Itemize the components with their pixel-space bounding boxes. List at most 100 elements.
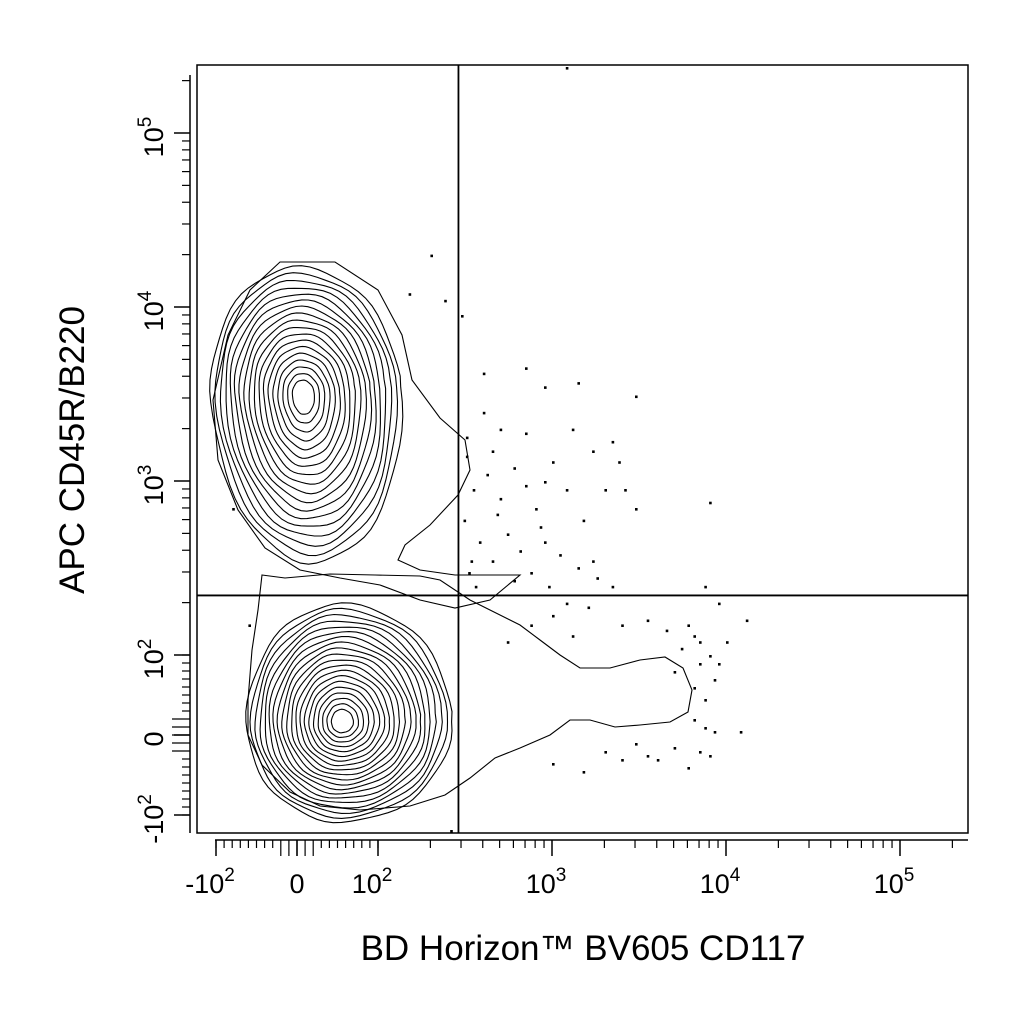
x-tick-label: 104 bbox=[700, 865, 741, 899]
contour-line bbox=[247, 573, 693, 811]
event-dot bbox=[592, 560, 595, 563]
event-dot bbox=[582, 519, 586, 523]
event-dot bbox=[709, 655, 712, 658]
event-dot bbox=[544, 541, 547, 544]
event-dot bbox=[635, 508, 638, 511]
event-dot bbox=[693, 719, 696, 722]
event-dot bbox=[530, 624, 533, 627]
contour-line bbox=[303, 675, 386, 762]
contour-line bbox=[238, 305, 373, 512]
contour-line bbox=[287, 373, 320, 424]
event-dot bbox=[450, 830, 453, 833]
contour-line bbox=[330, 708, 354, 734]
event-dot bbox=[513, 467, 516, 470]
event-dot bbox=[565, 602, 569, 606]
contour-line bbox=[295, 664, 395, 771]
contour-lines bbox=[209, 261, 693, 824]
event-dot bbox=[491, 450, 495, 453]
event-dot bbox=[506, 533, 510, 536]
event-dot bbox=[713, 731, 717, 734]
event-dot bbox=[680, 647, 684, 651]
x-tick-label: 103 bbox=[526, 865, 567, 899]
event-dot bbox=[646, 619, 650, 623]
event-dot bbox=[525, 432, 528, 436]
event-dot bbox=[491, 560, 495, 563]
event-dot bbox=[248, 624, 251, 627]
event-dot bbox=[535, 508, 538, 511]
x-tick-label: 105 bbox=[874, 865, 915, 899]
event-dot bbox=[513, 579, 516, 583]
y-tick-label: 103 bbox=[135, 465, 169, 506]
event-dot bbox=[656, 759, 660, 762]
event-dot bbox=[665, 629, 669, 633]
event-dot bbox=[470, 560, 474, 563]
contour-line bbox=[277, 359, 331, 442]
event-dot bbox=[718, 663, 721, 666]
contour-line bbox=[254, 613, 443, 814]
contour-line bbox=[219, 279, 393, 547]
event-dot bbox=[232, 508, 235, 511]
contour-line bbox=[281, 647, 412, 786]
event-dot bbox=[461, 315, 464, 318]
y-tick-label: 102 bbox=[135, 639, 169, 680]
event-dot bbox=[552, 763, 555, 766]
contour-line bbox=[243, 312, 367, 504]
y-axis-title: APC CD45R/B220 bbox=[53, 306, 92, 594]
event-dot bbox=[506, 641, 510, 644]
plot-frame bbox=[196, 64, 969, 834]
contour-line bbox=[267, 345, 341, 459]
contour-line bbox=[282, 366, 326, 433]
event-dot bbox=[635, 743, 638, 746]
event-dot bbox=[565, 67, 569, 70]
event-dot bbox=[582, 771, 586, 774]
event-dot bbox=[592, 450, 595, 453]
event-dot bbox=[525, 484, 528, 488]
contour-line bbox=[272, 636, 422, 795]
contour-line bbox=[312, 686, 375, 753]
y-axis: -102 0 102 103 104 105 bbox=[135, 75, 191, 844]
event-dot bbox=[468, 572, 471, 575]
x-axis: -102 0 102 103 104 105 bbox=[185, 839, 968, 899]
contour-line bbox=[248, 319, 362, 495]
event-dot bbox=[704, 727, 707, 730]
event-dot bbox=[552, 614, 555, 618]
event-dot bbox=[687, 767, 690, 770]
event-dot bbox=[430, 254, 433, 258]
y-tick-label: -102 bbox=[135, 794, 169, 844]
event-dots bbox=[232, 67, 749, 833]
event-dot bbox=[718, 602, 721, 606]
event-dot bbox=[704, 585, 707, 589]
contour-line bbox=[233, 299, 377, 520]
event-dot bbox=[726, 641, 729, 644]
y-tick-label: 104 bbox=[135, 290, 169, 331]
event-dot bbox=[673, 747, 677, 750]
quadrant-gate bbox=[197, 65, 968, 833]
event-dot bbox=[571, 635, 575, 638]
contour-line bbox=[291, 379, 315, 415]
event-dot bbox=[704, 699, 707, 702]
event-dot bbox=[687, 624, 690, 627]
event-dot bbox=[465, 455, 469, 459]
event-dot bbox=[530, 572, 533, 575]
event-dot bbox=[596, 577, 599, 580]
event-dot bbox=[539, 526, 543, 529]
event-dot bbox=[604, 751, 607, 754]
event-dot bbox=[565, 489, 569, 492]
contour-line bbox=[258, 333, 351, 476]
event-dot bbox=[699, 751, 702, 754]
event-dot bbox=[552, 461, 555, 464]
contour-line bbox=[291, 659, 401, 776]
event-dot bbox=[571, 428, 575, 432]
event-dot bbox=[611, 440, 615, 444]
event-dot bbox=[709, 501, 712, 505]
contour-line bbox=[259, 620, 437, 809]
y-tick-label: 0 bbox=[139, 731, 169, 746]
event-dot bbox=[463, 519, 467, 523]
event-dot bbox=[482, 372, 486, 376]
contour-line bbox=[268, 631, 426, 799]
event-dot bbox=[444, 299, 447, 303]
event-dot bbox=[577, 382, 580, 385]
event-dot bbox=[478, 541, 482, 544]
event-dot bbox=[611, 585, 615, 589]
